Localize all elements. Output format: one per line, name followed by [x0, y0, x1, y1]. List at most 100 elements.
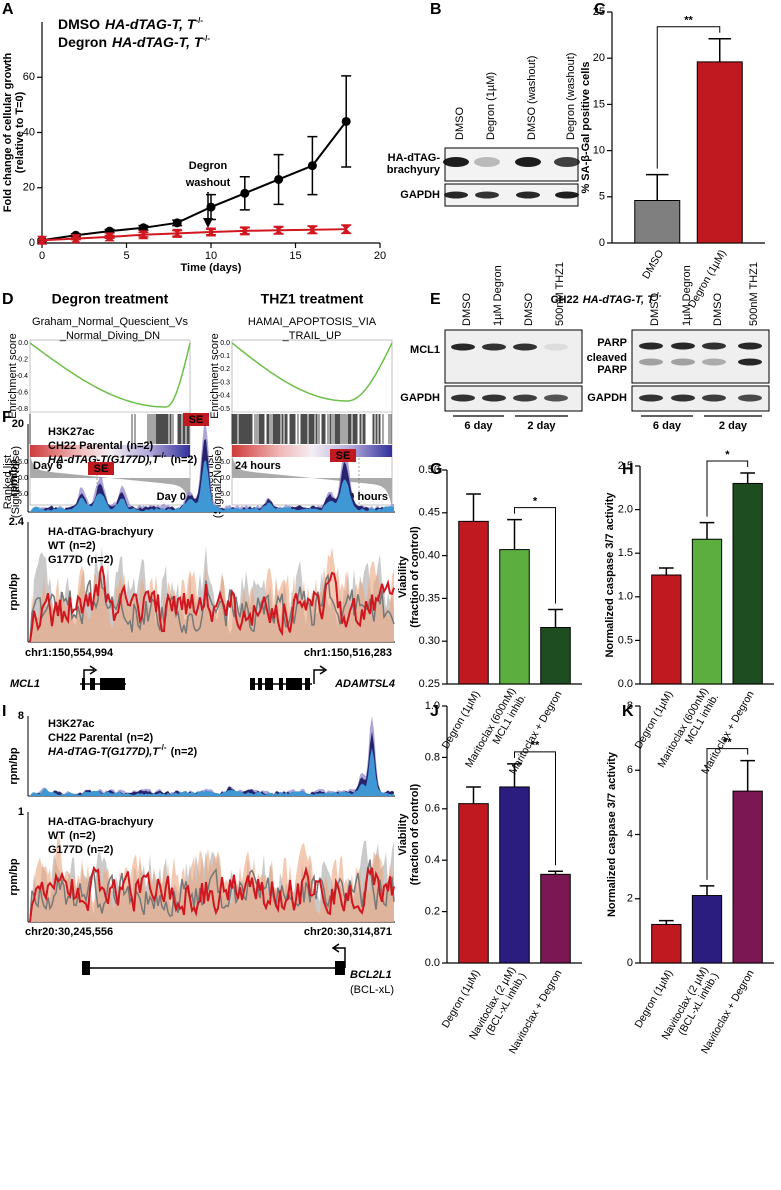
se-box — [183, 413, 209, 426]
y-tick-label: 0 — [29, 237, 35, 249]
time-label: 2 day — [527, 420, 556, 432]
es-curve — [231, 342, 393, 402]
y-tick-label: 2.0 — [618, 504, 633, 516]
track-legend-part: WT — [48, 540, 65, 552]
y-axis-label: (fraction of control) — [409, 526, 421, 628]
track-legend-part: (n=2) — [171, 746, 198, 758]
significance-bracket — [656, 26, 721, 169]
x-tick-label: 20 — [374, 250, 386, 262]
es-tick-label: -0.5 — [218, 406, 230, 413]
row-label: GAPDH — [587, 392, 627, 404]
panel-label: I — [2, 703, 6, 720]
coordinate: chr20:30,314,871 — [304, 926, 392, 938]
es-tick-label: -0.8 — [16, 406, 28, 413]
y-tick-label: 4 — [627, 828, 633, 840]
se-box — [88, 462, 114, 475]
annotation-arrowhead — [203, 218, 213, 228]
error-bar — [659, 919, 674, 925]
marker — [104, 232, 115, 242]
rank-tick-label: -5.0 — [16, 491, 28, 498]
track-legend-part: CH22 Parental — [48, 440, 123, 452]
row-label: HA-dTAG- — [388, 152, 441, 164]
y-tick-label: 0 — [599, 237, 605, 249]
track-legend-part: G177D — [48, 844, 83, 856]
coordinate: chr1:150,516,283 — [304, 647, 392, 659]
significance-label: * — [533, 496, 538, 508]
ranked-list — [30, 456, 190, 508]
coordinate: chr20:30,245,556 — [25, 926, 113, 938]
track-legend-part: (n=2) — [69, 830, 96, 842]
lane-label: DMSO (washout) — [526, 56, 538, 140]
exon — [82, 678, 85, 690]
blot-band — [555, 191, 579, 199]
y-tick-label: 0.5 — [618, 634, 633, 646]
track-scale: 20 — [12, 418, 24, 430]
track-signal — [29, 572, 395, 643]
y-tick-label: 6 — [627, 764, 633, 776]
blot-band — [482, 343, 506, 351]
blot-band — [702, 394, 726, 402]
bar — [732, 790, 763, 964]
rank-axis-label: (Signal2Noise) — [10, 446, 22, 518]
rank-tick-label: -5.0 — [218, 491, 230, 498]
blot-band — [513, 394, 537, 402]
track-unit: rpm/bp — [8, 858, 20, 896]
lane-label: Degron (washout) — [565, 53, 577, 140]
track-legend-part: WT — [48, 830, 65, 842]
track-signal — [30, 835, 394, 922]
track-scale: 2.4 — [9, 516, 25, 528]
x-axis-label: Time (days) — [181, 262, 242, 274]
series-line — [41, 228, 347, 242]
track-signal — [30, 439, 394, 512]
series-line — [41, 120, 347, 242]
bar — [651, 574, 682, 685]
blot-band — [475, 191, 499, 199]
se-label: SE — [189, 414, 204, 426]
y-axis-label: % SA-β-Gal positive cells — [580, 61, 592, 193]
panel-label: G — [430, 461, 442, 478]
exon — [100, 678, 125, 690]
es-tick-label: -0.4 — [16, 373, 28, 380]
error-bar — [740, 472, 755, 484]
bar — [691, 538, 723, 685]
row-label: GAPDH — [400, 392, 440, 404]
y-axis-label: Normalized caspase 3/7 activity — [606, 751, 618, 917]
lane-label: DMSO — [461, 293, 473, 326]
track-signal — [30, 424, 394, 512]
marker — [307, 225, 318, 235]
bar — [732, 482, 763, 685]
track-legend: WT (n=2) — [48, 830, 96, 842]
y-axis-label: Normalized caspase 3/7 activity — [604, 492, 616, 658]
panel-label: K — [622, 703, 634, 720]
y-tick-label: 0.4 — [425, 854, 440, 866]
marker — [274, 174, 284, 184]
track-signal — [29, 865, 395, 923]
track-legend-part: G177D — [48, 554, 83, 566]
exon — [82, 961, 90, 975]
legend-entry-part: HA-dTAG-T, T — [105, 16, 197, 32]
y-tick-label: 20 — [593, 52, 605, 64]
error-bar — [740, 759, 755, 792]
blot-band — [554, 157, 580, 167]
es-axis-label: Enrichment score — [209, 333, 221, 419]
legend-entry-part: -/- — [195, 16, 203, 25]
lane-label: 500nM THZ1 — [748, 262, 760, 326]
y-tick-label: 40 — [23, 126, 35, 138]
track-legend: WT (n=2) — [48, 540, 96, 552]
track-legend: CH22 Parental (n=2) — [48, 732, 154, 744]
panel-label: F — [2, 409, 12, 426]
y-axis-label: Fold change of cellular growth — [2, 52, 14, 212]
track-signal — [30, 731, 394, 796]
gene-name: (BCL-xL) — [350, 984, 394, 996]
error-bar — [699, 521, 715, 540]
blot-title-part: -/- — [654, 291, 662, 300]
rank-strip — [232, 445, 392, 457]
annotation: Degron — [189, 160, 228, 172]
es-tick-label: -0.2 — [16, 356, 28, 363]
gene-set: Graham_Normal_Quescient_Vs — [32, 316, 188, 328]
exon — [258, 678, 262, 690]
rank-tick-label: 0.0 — [18, 475, 28, 482]
marker — [307, 161, 317, 171]
bar — [540, 627, 571, 685]
annotation: washout — [185, 177, 231, 189]
